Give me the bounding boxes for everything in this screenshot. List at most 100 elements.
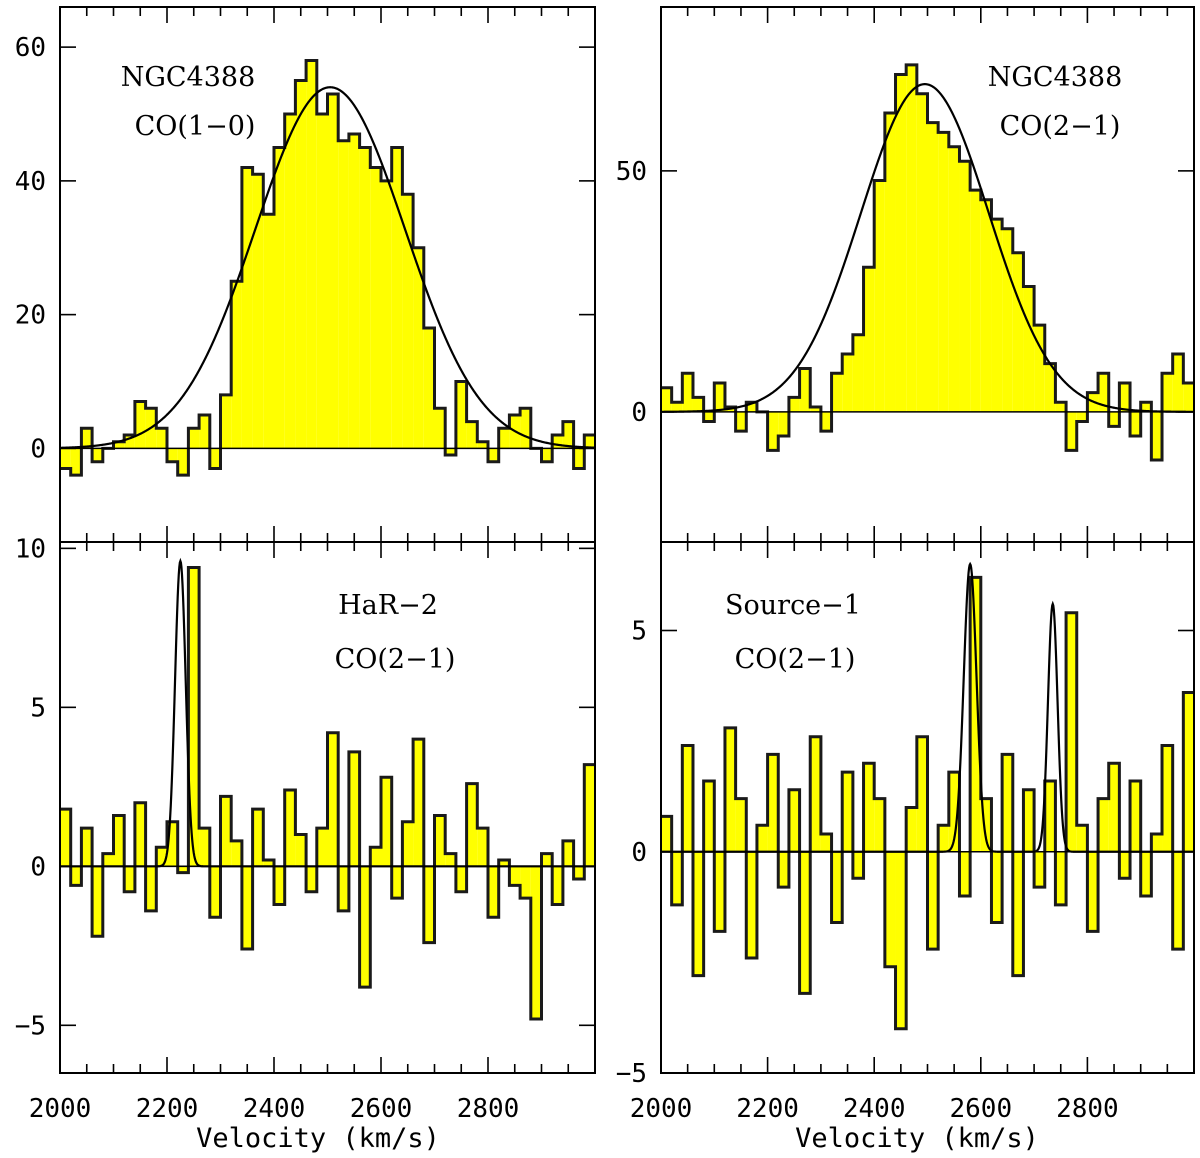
bar-bottom-left-15: [220, 796, 232, 867]
bar-top-left-5: [113, 441, 125, 449]
fit-curve-top-right: [661, 83, 1194, 413]
bar-bottom-left-0: [60, 809, 71, 867]
bar-top-left-24: [316, 114, 328, 449]
bar-top-left-47: [562, 421, 574, 449]
bar-top-right-43: [1119, 382, 1131, 412]
bar-top-right-13: [799, 368, 811, 412]
bar-top-right-7: [735, 411, 747, 432]
x-tick-label-bottom-left: 2200: [136, 1094, 199, 1124]
bar-bottom-right-15: [820, 834, 832, 852]
bar-bottom-left-35: [434, 815, 446, 867]
bar-top-right-12: [788, 397, 800, 412]
bar-bottom-left-3: [92, 866, 103, 937]
x-tick-label-bottom-left: 2800: [457, 1094, 520, 1124]
bar-bottom-left-10: [167, 821, 178, 867]
bar-bottom-right-34: [1023, 789, 1035, 852]
bar-bottom-left-11: [177, 866, 189, 873]
bar-top-right-31: [991, 219, 1003, 412]
x-tick-label-bottom-left: 2600: [350, 1094, 413, 1124]
bar-bottom-right-48: [1172, 851, 1184, 950]
bar-bottom-right-17: [842, 772, 853, 852]
bar-bottom-right-23: [906, 807, 917, 852]
bar-bottom-left-49: [584, 764, 595, 867]
bar-top-left-46: [552, 435, 563, 449]
bar-bottom-right-32: [1002, 754, 1013, 852]
bar-top-left-17: [241, 167, 253, 449]
bar-bottom-left-4: [102, 853, 114, 867]
x-axis-title-left: Velocity (km/s): [196, 1123, 440, 1154]
bar-top-left-36: [445, 448, 456, 456]
x-tick-label-bottom-left: 2400: [243, 1094, 306, 1124]
panel-top-right: 50 0: [616, 6, 1195, 543]
bar-top-right-25: [927, 122, 939, 412]
bar-bottom-right-30: [980, 798, 992, 852]
bar-bottom-right-31: [991, 851, 1003, 923]
bar-top-right-0: [661, 387, 672, 412]
bar-bottom-right-22: [895, 851, 907, 1029]
bar-top-right-19: [863, 267, 875, 412]
y-tick-label-top-right: 50: [616, 157, 647, 187]
bar-top-right-35: [1034, 325, 1045, 412]
bar-top-right-48: [1172, 354, 1184, 412]
bar-bottom-left-32: [402, 821, 414, 867]
bar-top-right-45: [1140, 402, 1152, 412]
bar-bottom-right-14: [810, 736, 821, 852]
bar-bottom-left-39: [477, 828, 488, 867]
bar-top-left-39: [477, 441, 488, 449]
bar-top-left-16: [231, 281, 242, 449]
bar-bottom-right-11: [778, 851, 789, 888]
bar-bottom-left-23: [306, 866, 317, 892]
bar-bottom-right-44: [1130, 780, 1141, 852]
bar-top-left-28: [359, 147, 371, 449]
panel-bottom-right: 5 0 −5 2000 2200 2400 2600 2800: [616, 541, 1195, 1124]
bar-top-right-5: [714, 382, 725, 412]
bar-top-left-29: [370, 167, 381, 449]
bar-top-left-43: [520, 408, 531, 449]
bar-top-right-17: [842, 354, 853, 412]
bar-bottom-right-4: [703, 780, 715, 852]
bar-top-right-34: [1023, 286, 1035, 412]
bar-bottom-left-16: [231, 840, 242, 867]
y-tick-label-bottom-left: 0: [30, 852, 46, 882]
y-tick-label-bottom-right: 0: [631, 838, 647, 868]
bar-top-right-1: [671, 402, 683, 412]
bar-bottom-left-18: [252, 809, 264, 867]
bar-top-left-6: [124, 435, 135, 449]
bar-bottom-left-24: [316, 828, 328, 867]
bar-bottom-right-1: [671, 851, 683, 905]
bar-top-left-31: [391, 147, 403, 449]
bar-top-right-27: [948, 146, 960, 412]
bar-top-left-25: [327, 93, 339, 449]
bar-bottom-right-28: [959, 851, 971, 896]
bar-top-left-32: [402, 194, 414, 449]
bar-bottom-left-6: [124, 866, 135, 892]
x-tick-label-bottom-right: 2400: [843, 1094, 906, 1124]
y-tick-label-bottom-left: 10: [15, 534, 46, 564]
bar-top-left-26: [338, 140, 349, 449]
bar-top-right-20: [874, 180, 885, 412]
bar-top-right-3: [692, 397, 704, 412]
bar-top-right-18: [852, 334, 864, 412]
bar-top-right-38: [1066, 411, 1077, 451]
bar-top-right-28: [959, 161, 971, 412]
bar-bottom-right-2: [682, 745, 693, 852]
bar-top-right-10: [767, 411, 779, 451]
bar-bottom-right-13: [799, 851, 811, 994]
bar-top-right-21: [884, 113, 896, 412]
bar-top-right-4: [703, 411, 715, 422]
bar-bottom-left-2: [81, 828, 93, 867]
bar-bottom-left-13: [199, 828, 210, 867]
bar-bottom-left-42: [509, 866, 521, 886]
bar-top-right-29: [970, 190, 981, 412]
bar-bottom-left-17: [241, 866, 253, 949]
bar-top-left-37: [455, 381, 467, 449]
bar-top-right-41: [1098, 373, 1109, 412]
bar-bottom-left-21: [284, 790, 296, 867]
bar-bottom-right-19: [863, 763, 875, 852]
bar-bottom-left-38: [466, 783, 478, 867]
bar-bottom-right-25: [927, 851, 939, 950]
y-tick-label-bottom-left: 5: [30, 693, 46, 723]
bar-top-left-10: [167, 448, 178, 462]
annotation-bottom-left-line2: CO(2−1): [335, 644, 456, 675]
bar-bottom-right-49: [1183, 692, 1194, 852]
